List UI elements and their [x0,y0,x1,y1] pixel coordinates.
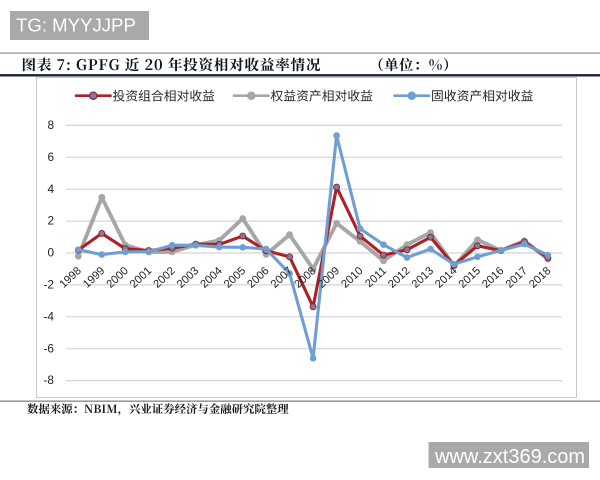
svg-text:www.zxt369.com: www.zxt369.com [434,446,585,468]
svg-text:-4: -4 [44,309,55,323]
svg-text:6: 6 [47,150,54,164]
svg-text:2: 2 [47,214,54,228]
svg-text:TG: MYYJJPP: TG: MYYJJPP [16,15,136,36]
svg-text:4: 4 [47,182,54,196]
svg-text:8: 8 [47,118,54,132]
svg-text:-2: -2 [44,278,55,292]
svg-text:-6: -6 [44,341,55,355]
svg-text:0: 0 [47,246,54,260]
svg-text:-8: -8 [44,373,55,387]
